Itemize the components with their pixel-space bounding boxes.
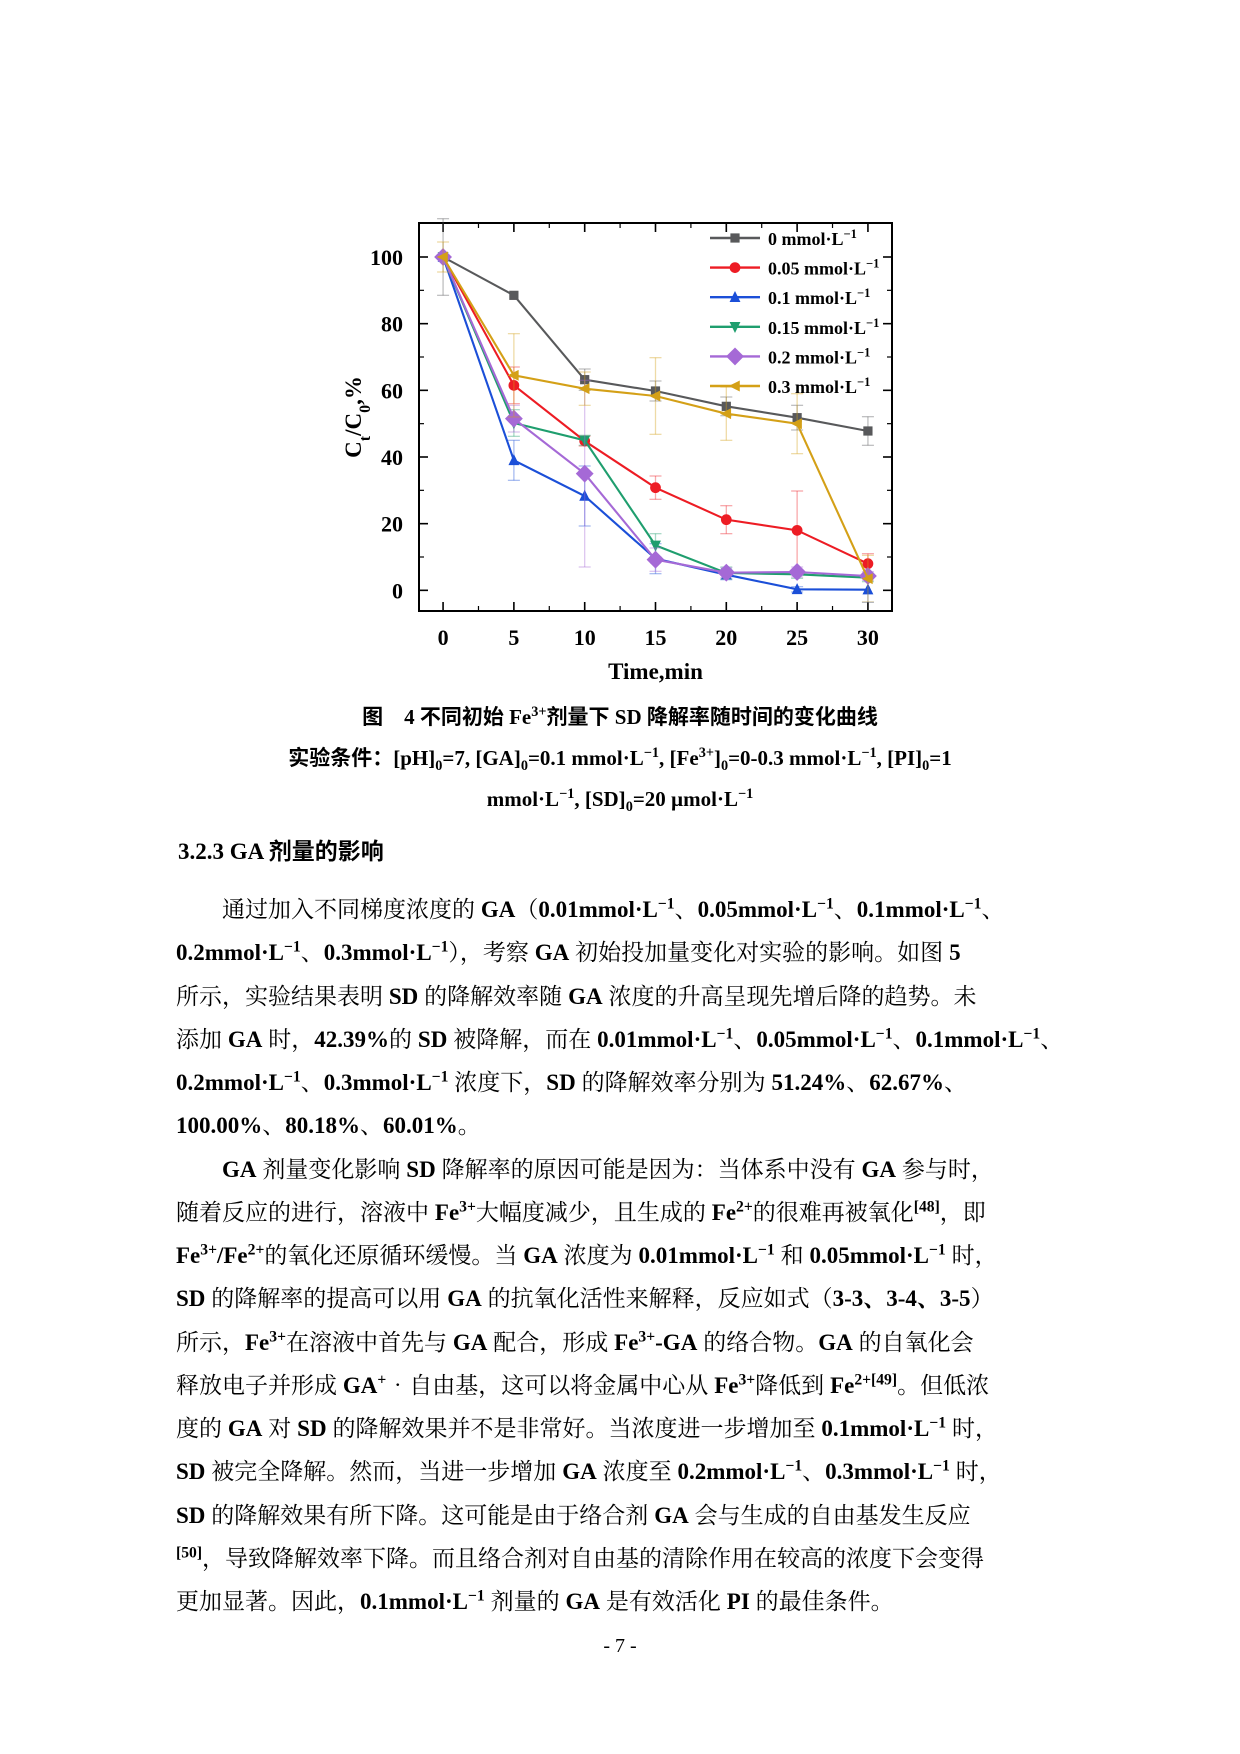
svg-text:30: 30: [857, 625, 879, 650]
svg-text:100: 100: [370, 245, 403, 270]
svg-text:0.1 mmol·L−1: 0.1 mmol·L−1: [768, 286, 870, 308]
svg-text:0.2 mmol·L−1: 0.2 mmol·L−1: [768, 345, 870, 367]
svg-text:40: 40: [381, 445, 403, 470]
svg-text:0: 0: [392, 578, 403, 603]
svg-text:20: 20: [381, 512, 403, 537]
svg-text:5: 5: [508, 625, 519, 650]
svg-text:0: 0: [438, 625, 449, 650]
svg-text:10: 10: [574, 625, 596, 650]
svg-text:0.3 mmol·L−1: 0.3 mmol·L−1: [768, 375, 870, 397]
svg-text:25: 25: [786, 625, 808, 650]
svg-text:80: 80: [381, 312, 403, 337]
svg-text:15: 15: [645, 625, 667, 650]
svg-text:Time,min: Time,min: [608, 659, 703, 684]
svg-text:0.15 mmol·L−1: 0.15 mmol·L−1: [768, 316, 879, 338]
svg-text:20: 20: [715, 625, 737, 650]
svg-text:0.05 mmol·L−1: 0.05 mmol·L−1: [768, 257, 879, 279]
svg-text:60: 60: [381, 378, 403, 403]
